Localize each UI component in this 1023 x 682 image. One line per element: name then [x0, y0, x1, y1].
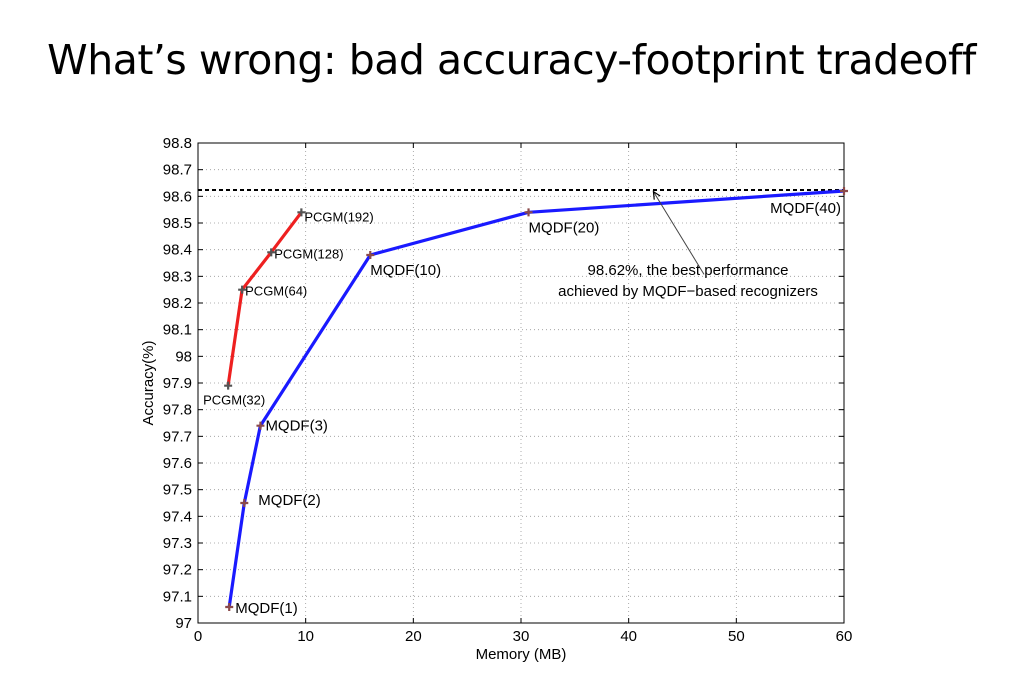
annotation-layer: 98.62%, the best performance achieved by …: [558, 190, 818, 300]
y-tick-label: 97.4: [163, 508, 192, 525]
y-tick-label: 98: [175, 348, 192, 365]
y-tick-label: 97.8: [163, 402, 192, 419]
data-point-label: PCGM(64): [245, 284, 307, 299]
y-tick-label: 98.5: [163, 215, 192, 232]
data-point-marker: [524, 208, 533, 217]
y-tick-label: 97.7: [163, 428, 192, 445]
y-tick-label: 97: [175, 615, 192, 632]
annotation-text-line: 98.62%, the best performance: [588, 262, 789, 279]
x-tick-label: 30: [513, 628, 530, 645]
y-tick-label: 98.2: [163, 295, 192, 312]
data-point-label: MQDF(40): [770, 200, 841, 217]
annotation-arrow-head: [652, 190, 661, 200]
y-axis-ticks: 97 97.1 97.2 97.3 97.4 97.5 97.6 97.7 97.8 97.9 98…: [163, 135, 844, 632]
data-point-marker: [225, 603, 234, 611]
y-tick-label: 97.1: [163, 588, 192, 605]
slide-title: What’s wrong: bad accuracy-footprint tra…: [47, 36, 976, 84]
y-tick-label: 98.4: [163, 242, 192, 259]
data-point-marker: [297, 208, 306, 217]
x-tick-label: 10: [297, 628, 314, 645]
y-tick-label: 97.6: [163, 455, 192, 472]
data-point-label: MQDF(20): [529, 219, 600, 236]
x-axis-ticks: 0 10 20 30 40 50 60: [194, 143, 853, 645]
data-point-marker: [256, 421, 265, 430]
series-line-0: [227, 189, 845, 608]
annotation-arrow-line: [653, 191, 705, 275]
data-point-label: PCGM(32): [203, 393, 265, 408]
y-tick-label: 97.9: [163, 375, 192, 392]
x-tick-label: 40: [620, 628, 637, 645]
grid-lines: [198, 143, 844, 623]
data-point-label: MQDF(2): [258, 492, 321, 509]
data-point-marker: [240, 499, 249, 507]
data-point-marker: [238, 285, 247, 294]
annotation-text-line: achieved by MQDF−based recognizers: [558, 283, 818, 300]
y-tick-label: 98.8: [163, 135, 192, 152]
data-point-label: PCGM(128): [274, 246, 343, 261]
x-tick-label: 60: [836, 628, 853, 645]
data-point-marker: [840, 187, 848, 195]
data-point-label: MQDF(3): [265, 418, 328, 435]
y-tick-label: 98.7: [163, 162, 192, 179]
data-point-marker: [224, 381, 233, 390]
y-tick-label: 97.2: [163, 562, 192, 579]
x-axis-label: Memory (MB): [476, 646, 567, 663]
x-tick-label: 20: [405, 628, 422, 645]
y-tick-label: 98.1: [163, 322, 192, 339]
data-point-label: MQDF(1): [235, 600, 298, 617]
y-axis-label: Accuracy(%): [140, 340, 157, 425]
series-layer: MQDF(1) MQDF(2) MQDF(3) MQDF(10) MQDF(20) MQD…: [203, 187, 848, 617]
x-tick-label: 50: [728, 628, 745, 645]
data-point-label: PCGM(192): [304, 209, 373, 224]
series-line-1: [226, 211, 303, 386]
y-tick-label: 97.3: [163, 535, 192, 552]
y-tick-label: 98.6: [163, 188, 192, 205]
data-point-marker: [366, 251, 375, 259]
y-tick-label: 97.5: [163, 482, 192, 499]
data-point-marker: [267, 248, 276, 257]
y-tick-label: 98.3: [163, 268, 192, 285]
data-point-label: MQDF(10): [370, 262, 441, 279]
x-tick-label: 0: [194, 628, 202, 645]
